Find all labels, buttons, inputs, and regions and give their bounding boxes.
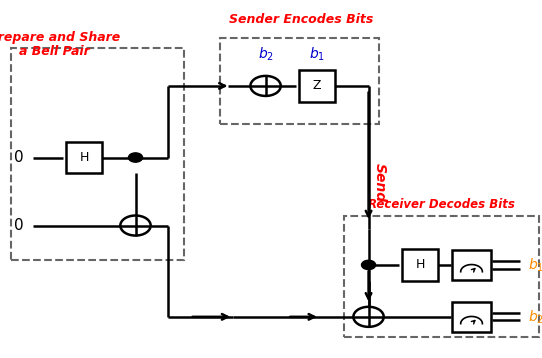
- Text: Receiver Decodes Bits: Receiver Decodes Bits: [369, 198, 515, 211]
- Circle shape: [362, 260, 376, 270]
- Text: H: H: [79, 151, 89, 164]
- Text: a Bell Pair: a Bell Pair: [19, 45, 89, 58]
- Bar: [11, 48, 184, 260]
- Text: $b_1$: $b_1$: [309, 45, 325, 63]
- Text: 0: 0: [14, 150, 24, 165]
- Bar: [452, 250, 491, 280]
- Circle shape: [128, 153, 143, 162]
- Text: $b_2$: $b_2$: [528, 308, 542, 325]
- Text: H: H: [415, 258, 425, 271]
- Text: $b_2$: $b_2$: [257, 45, 274, 63]
- Text: Sender Encodes Bits: Sender Encodes Bits: [229, 13, 373, 26]
- Text: 0: 0: [14, 218, 24, 233]
- Text: Send: Send: [372, 163, 386, 202]
- Bar: [66, 142, 102, 173]
- Bar: [452, 302, 491, 332]
- Bar: [402, 249, 438, 281]
- Text: $b_1$: $b_1$: [528, 256, 542, 274]
- Bar: [299, 70, 335, 102]
- Bar: [344, 216, 539, 337]
- Text: Z: Z: [313, 79, 321, 92]
- Text: Prepare and Share: Prepare and Share: [0, 31, 120, 44]
- Bar: [220, 38, 379, 124]
